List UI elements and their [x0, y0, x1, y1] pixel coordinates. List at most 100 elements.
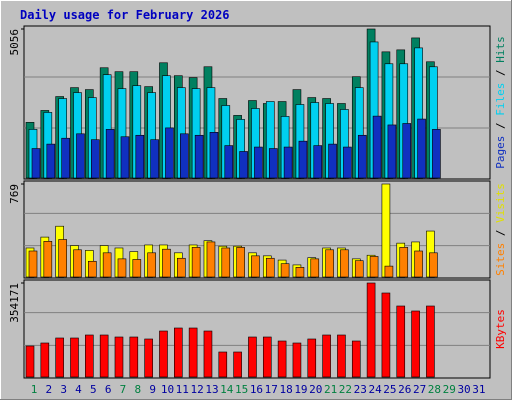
bar [340, 249, 349, 278]
bar [135, 134, 145, 179]
bar [147, 252, 156, 278]
x-tick-label: 10 [161, 383, 174, 396]
bar [55, 337, 64, 378]
legend-entry: Pages [494, 136, 507, 169]
bar [194, 134, 204, 179]
bar [292, 342, 302, 378]
bar [150, 139, 159, 179]
legend: KBytes [494, 309, 507, 349]
legend: Sites / Visits [494, 183, 507, 276]
bar [43, 241, 53, 278]
bar [233, 351, 242, 378]
x-tick-label: 18 [279, 383, 292, 396]
bar [283, 146, 293, 179]
x-tick-label: 12 [191, 383, 204, 396]
bar [162, 248, 171, 278]
bar [88, 260, 97, 278]
bar [268, 148, 278, 179]
bar [46, 143, 56, 179]
x-tick-label: 8 [134, 383, 141, 396]
x-tick-label: 20 [309, 383, 322, 396]
x-tick-label: 19 [294, 383, 307, 396]
bar [191, 247, 201, 278]
bar [248, 336, 257, 378]
legend-entry: KBytes [494, 309, 507, 349]
bar [254, 146, 263, 179]
bar [99, 334, 109, 378]
x-tick-label: 21 [324, 383, 337, 396]
x-tick-label: 9 [149, 383, 156, 396]
bar [159, 330, 168, 378]
bar [384, 265, 394, 278]
x-tick-label: 2 [46, 383, 53, 396]
x-tick-label: 13 [205, 383, 218, 396]
bar [366, 282, 376, 378]
bar [25, 345, 35, 378]
bar [280, 263, 290, 278]
x-tick-label: 11 [176, 383, 189, 396]
bar [417, 118, 426, 179]
bar [251, 255, 260, 278]
x-tick-label: 17 [265, 383, 278, 396]
legend-separator: / [494, 63, 507, 83]
x-tick-label: 23 [354, 383, 367, 396]
x-tick-label: 27 [413, 383, 426, 396]
bar [58, 239, 67, 278]
bar [432, 129, 441, 179]
bar [209, 132, 219, 179]
bar [221, 247, 231, 278]
bar [180, 133, 189, 179]
bar [381, 292, 391, 378]
legend: Pages / Files / Hits [494, 36, 507, 169]
y-tick-label: 769 [8, 184, 21, 204]
bar [206, 241, 216, 278]
bar [188, 327, 198, 378]
plot-area [23, 279, 491, 379]
bar [387, 124, 397, 179]
bar [402, 123, 412, 179]
bar [351, 340, 361, 378]
legend-entry: Sites [494, 243, 507, 276]
bar [70, 337, 79, 378]
legend-entry: Files [494, 83, 507, 116]
bar [224, 145, 234, 179]
bar [239, 151, 248, 179]
bar [426, 305, 435, 378]
bar [322, 334, 331, 378]
bar [369, 256, 379, 278]
bar [265, 257, 275, 278]
x-tick-label: 4 [75, 383, 82, 396]
x-tick-label: 30 [457, 383, 470, 396]
bar [337, 334, 346, 378]
x-tick-label: 5 [90, 383, 97, 396]
legend-entry: Hits [494, 36, 507, 63]
x-tick-label: 7 [120, 383, 127, 396]
bar [174, 327, 183, 378]
bar [381, 183, 391, 278]
bar [76, 133, 85, 179]
bar [218, 351, 228, 378]
bar [165, 127, 174, 179]
bar [310, 258, 320, 278]
bar [313, 145, 323, 179]
bar [85, 334, 94, 378]
bar [295, 267, 305, 278]
x-tick-label: 16 [250, 383, 263, 396]
x-tick-label: 1 [31, 383, 38, 396]
x-tick-label: 26 [398, 383, 411, 396]
x-tick-label: 14 [220, 383, 234, 396]
bar [31, 148, 41, 179]
x-tick-label: 24 [368, 383, 382, 396]
legend-separator: / [494, 223, 507, 243]
bar [144, 338, 153, 378]
x-tick-label: 25 [383, 383, 396, 396]
bar [132, 259, 142, 278]
bar [357, 134, 367, 179]
bar [117, 258, 127, 278]
bar [354, 260, 364, 278]
bar [343, 146, 352, 179]
bar [28, 250, 38, 278]
bar [177, 257, 186, 278]
bar [325, 249, 334, 278]
